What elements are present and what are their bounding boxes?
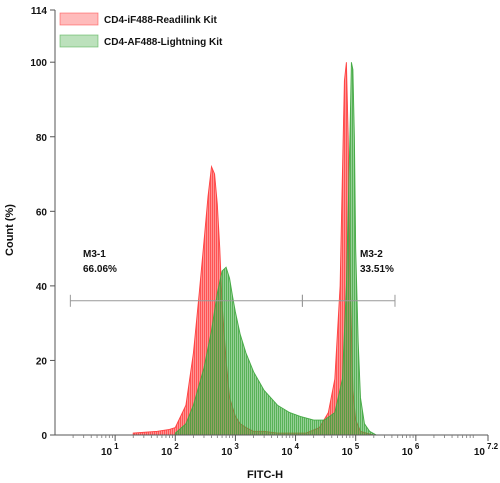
x-tick-exponent: 2 — [174, 442, 179, 451]
x-tick-label: 10 — [221, 447, 233, 458]
x-axis-label: FITC-H — [247, 469, 283, 481]
y-tick-label: 20 — [36, 356, 48, 367]
y-tick-label: 60 — [36, 207, 48, 218]
gate-name-1: M3-1 — [83, 249, 106, 260]
legend-swatch-1 — [59, 34, 99, 48]
x-tick-label: 10 — [342, 447, 354, 458]
x-tick-exponent: 7.2 — [487, 442, 499, 451]
series-area-1 — [174, 62, 377, 436]
x-tick-label: 10 — [161, 447, 173, 458]
legend-label-0: CD4-iF488-Readilink Kit — [104, 15, 217, 26]
y-tick-label: 114 — [31, 6, 48, 17]
y-tick-label: 40 — [36, 282, 48, 293]
y-tick-label: 0 — [41, 431, 47, 442]
legend-swatch-0 — [59, 12, 99, 26]
x-tick-exponent: 1 — [114, 442, 119, 451]
x-tick-label: 10 — [402, 447, 414, 458]
legend-label-1: CD4-AF488-Lightning Kit — [104, 37, 223, 48]
gate-percent-1: 66.06% — [83, 264, 117, 275]
y-tick-label: 80 — [36, 133, 48, 144]
x-tick-label: 10 — [474, 447, 486, 458]
x-tick-exponent: 5 — [355, 442, 360, 451]
gates: M3-1 66.06% M3-2 33.51% — [69, 249, 396, 307]
gate-name-2: M3-2 — [360, 249, 383, 260]
x-tick-exponent: 3 — [234, 442, 239, 451]
gate-percent-2: 33.51% — [360, 264, 394, 275]
x-tick-label: 10 — [281, 447, 293, 458]
x-tick-label: 10 — [101, 447, 113, 458]
legend: CD4-iF488-Readilink Kit CD4-AF488-Lightni… — [59, 12, 223, 48]
plot-area — [132, 62, 377, 436]
x-tick-exponent: 6 — [415, 442, 420, 451]
y-axis-label: Count (%) — [4, 204, 16, 256]
x-tick-exponent: 4 — [295, 442, 300, 451]
y-tick-label: 100 — [30, 58, 47, 69]
